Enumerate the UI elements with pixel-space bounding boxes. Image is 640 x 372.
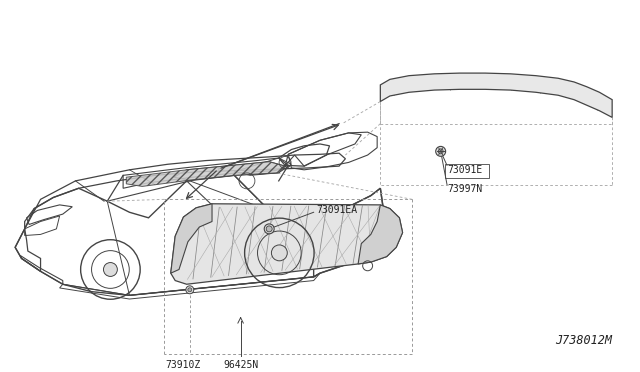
Polygon shape [380,73,612,118]
Text: 73091E: 73091E [447,166,483,175]
Text: 96425N: 96425N [223,360,258,370]
Text: 73910Z: 73910Z [166,360,201,370]
Text: 73997N: 73997N [447,184,483,194]
Circle shape [436,147,445,156]
Circle shape [188,288,192,292]
Polygon shape [126,162,285,186]
Polygon shape [171,204,403,284]
Circle shape [438,149,443,154]
Text: 73091EA: 73091EA [317,205,358,215]
Circle shape [264,224,274,234]
Circle shape [271,245,287,261]
Circle shape [186,286,194,294]
Circle shape [266,226,272,232]
Text: J738012M: J738012M [555,334,612,347]
Polygon shape [358,205,403,264]
Polygon shape [171,204,212,273]
Circle shape [104,263,117,276]
